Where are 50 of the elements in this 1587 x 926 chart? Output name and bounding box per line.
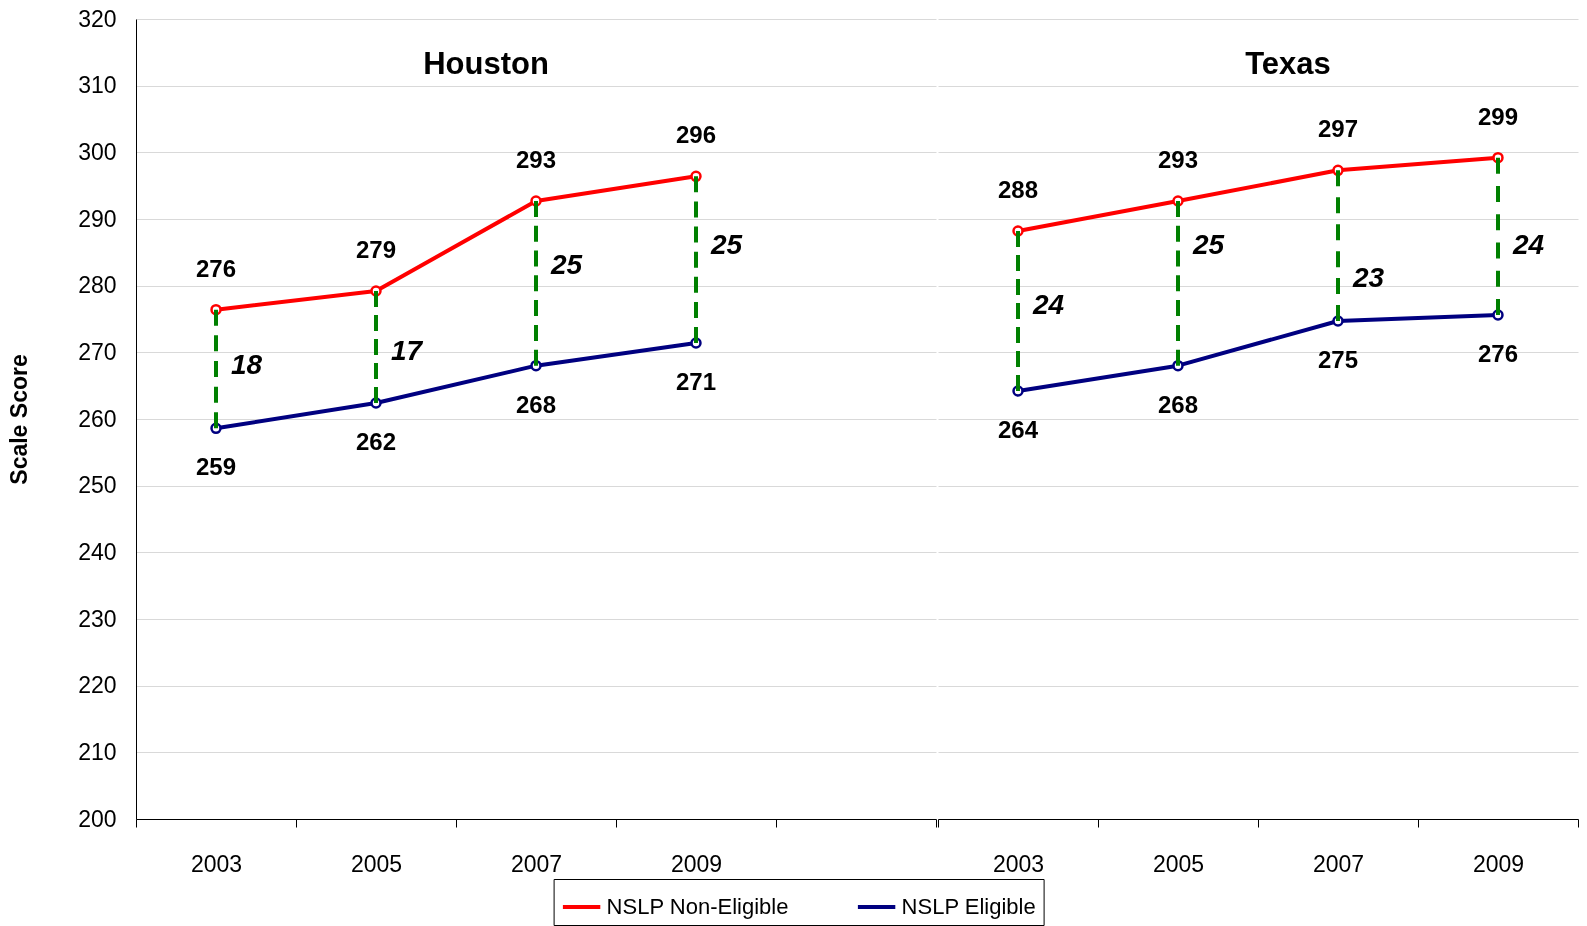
data-label: 276 xyxy=(1477,340,1519,367)
x-tick-label: 2003 xyxy=(992,850,1045,877)
data-label: 264 xyxy=(997,416,1039,443)
y-tick-label: 240 xyxy=(78,538,117,565)
y-axis-title: Scale Score xyxy=(6,354,33,485)
annotation: 25 xyxy=(1192,228,1225,260)
y-tick-label: 220 xyxy=(78,672,117,699)
x-tick-label: 2003 xyxy=(190,850,243,877)
data-label: 262 xyxy=(355,428,397,455)
y-tick-label: 270 xyxy=(78,338,117,365)
data-label: 288 xyxy=(997,176,1039,203)
data-label: 279 xyxy=(355,236,397,263)
data-label: 275 xyxy=(1317,346,1359,373)
annotation: 25 xyxy=(550,248,583,280)
x-tick-label: 2007 xyxy=(510,850,563,877)
data-label: 268 xyxy=(1157,390,1199,418)
x-tick-label: 2009 xyxy=(670,850,723,877)
x-tick-label: 2005 xyxy=(1152,850,1205,877)
y-tick-label: 290 xyxy=(78,205,117,232)
annotation: 25 xyxy=(710,228,743,260)
data-label: 293 xyxy=(515,146,557,173)
y-tick-label: 230 xyxy=(78,605,117,632)
y-tick-label: 300 xyxy=(78,138,117,165)
data-label: 276 xyxy=(195,254,237,282)
y-tick-label: 320 xyxy=(78,5,117,32)
data-label: 268 xyxy=(515,390,557,418)
y-tick-label: 250 xyxy=(78,472,117,499)
x-tick-label: 2005 xyxy=(350,850,403,877)
legend-label: NSLP Eligible xyxy=(901,894,1036,919)
annotation: 24 xyxy=(1512,228,1545,260)
legend-label: NSLP Non-Eligible xyxy=(606,894,789,919)
data-label: 296 xyxy=(675,121,717,149)
data-label: 271 xyxy=(675,368,717,395)
y-tick-label: 260 xyxy=(78,405,117,432)
annotation: 18 xyxy=(231,348,263,380)
data-label: 297 xyxy=(1317,115,1359,143)
annotation: 23 xyxy=(1352,262,1385,293)
text: Texas xyxy=(1245,46,1331,81)
data-label: 259 xyxy=(195,453,237,481)
annotation: 17 xyxy=(391,335,424,367)
x-tick-label: 2007 xyxy=(1312,850,1365,877)
y-tick-label: 200 xyxy=(78,805,117,832)
annotation: 24 xyxy=(1032,288,1065,320)
data-label: 293 xyxy=(1157,146,1199,173)
data-label: 299 xyxy=(1477,102,1519,130)
x-tick-label: 2009 xyxy=(1472,850,1525,877)
y-tick-label: 280 xyxy=(78,272,117,299)
y-tick-label: 210 xyxy=(78,738,117,765)
y-tick-label: 310 xyxy=(78,72,117,99)
text: Houston xyxy=(423,46,549,81)
